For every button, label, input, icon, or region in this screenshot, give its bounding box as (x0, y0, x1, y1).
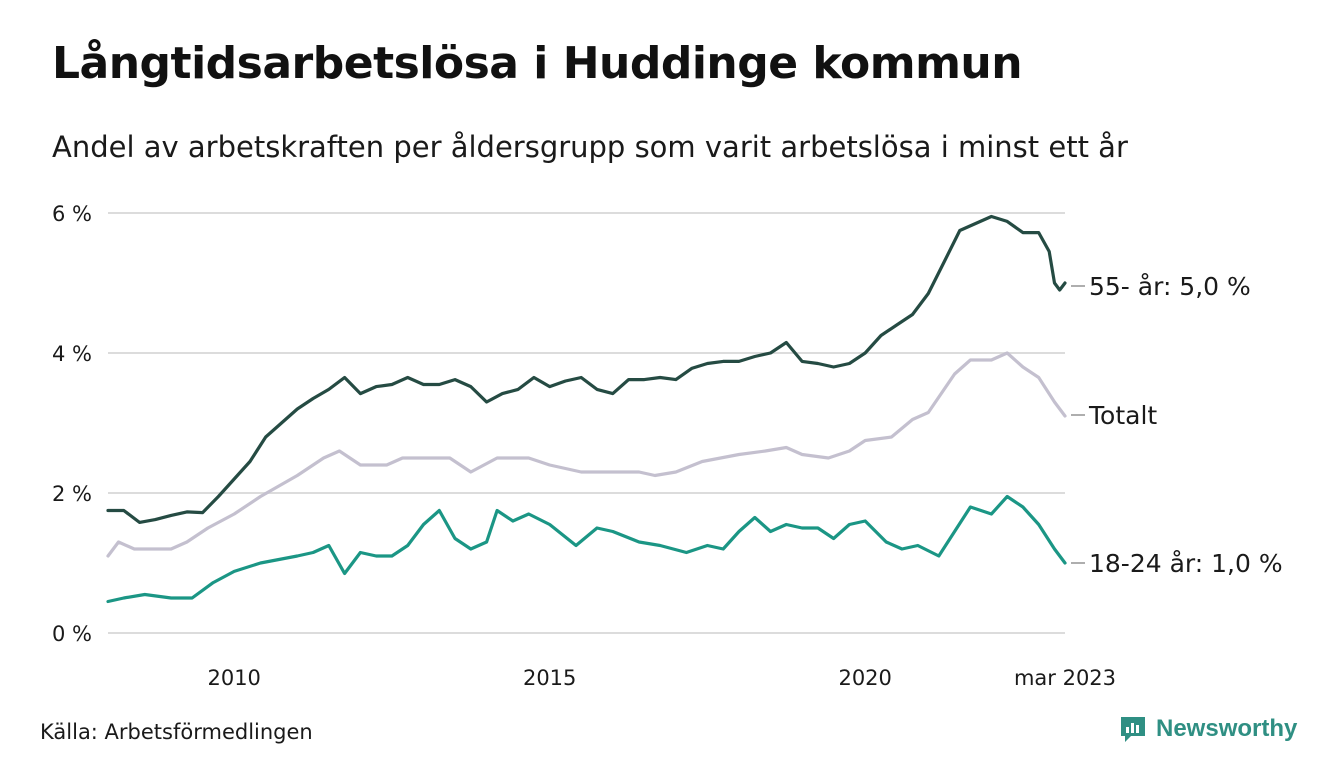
series-end-label-age18_24: 18-24 år: 1,0 % (1089, 549, 1283, 578)
chart-subtitle: Andel av arbetskraften per åldersgrupp s… (52, 130, 1128, 164)
series-end-label-age55: 55- år: 5,0 % (1089, 272, 1251, 301)
newsworthy-logo-icon (1121, 717, 1145, 742)
brand-name: Newsworthy (1156, 715, 1298, 742)
y-tick-label: 0 % (52, 622, 92, 646)
series-line-total (106, 351, 1067, 558)
line-chart: 0 % 2 % 4 % 6 % 2010 2015 2020 mar 2023 55- år: … (52, 202, 1283, 690)
series-end-label-total: Totalt (1088, 401, 1157, 430)
x-tick-label: 2010 (207, 666, 260, 690)
source-note: Källa: Arbetsförmedlingen (40, 720, 313, 744)
x-tick-label: mar 2023 (1014, 666, 1116, 690)
y-tick-label: 4 % (52, 342, 92, 366)
y-tick-label: 2 % (52, 482, 92, 506)
series-line-age55 (106, 214, 1067, 524)
y-tick-label: 6 % (52, 202, 92, 226)
brand-logo[interactable]: Newsworthy (1118, 714, 1297, 744)
chart-title: Långtidsarbetslösa i Huddinge kommun (52, 38, 1023, 89)
x-tick-label: 2020 (838, 666, 891, 690)
series-line-age18_24 (106, 494, 1067, 604)
x-tick-label: 2015 (523, 666, 576, 690)
